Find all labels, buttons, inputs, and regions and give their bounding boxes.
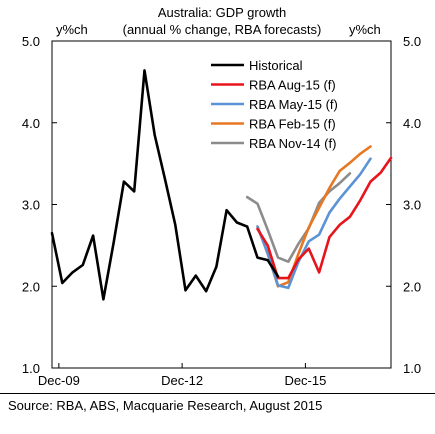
y-tick-label-right: 3.0: [403, 198, 421, 213]
y-tick-label-left: 3.0: [22, 198, 40, 213]
legend: Historical RBA Aug-15 (f) RBA May-15 (f) RB…: [211, 58, 338, 151]
y-tick-label-left: 5.0: [22, 34, 40, 49]
chart-subtitle: (annual % change, RBA forecasts): [123, 22, 322, 37]
y-tick-label-right: 1.0: [403, 361, 421, 376]
y-axis-label-left: y%ch: [56, 22, 88, 37]
series-line-0: [50, 69, 280, 301]
y-tick-label-left: 1.0: [22, 361, 40, 376]
gdp-growth-chart: Australia: GDP growth (annual % change, …: [22, 5, 421, 388]
x-tick-label: Dec-09: [38, 373, 80, 388]
series-line-4: [245, 172, 352, 264]
x-tick-label: Dec-12: [161, 373, 203, 388]
plot-frame: [51, 40, 392, 369]
y-tick-label-left: 4.0: [22, 116, 40, 131]
x-tick-label: Dec-15: [284, 373, 326, 388]
y-tick-label-right: 5.0: [403, 34, 421, 49]
y-tick-label-right: 2.0: [403, 279, 421, 294]
source-note: Source: RBA, ABS, Macquarie Research, Au…: [8, 398, 323, 413]
legend-label: RBA Nov-14 (f): [249, 136, 336, 151]
plot-series: [50, 69, 393, 301]
series-line-2: [256, 157, 372, 290]
source-divider: [0, 393, 435, 394]
legend-label: RBA May-15 (f): [249, 97, 338, 112]
y-axis-label-right: y%ch: [349, 22, 381, 37]
chart-title: Australia: GDP growth: [158, 5, 286, 20]
y-tick-label-left: 2.0: [22, 279, 40, 294]
legend-label: Historical: [249, 58, 303, 73]
legend-label: RBA Feb-15 (f): [249, 117, 336, 132]
series-line-1: [256, 156, 393, 280]
y-tick-label-right: 4.0: [403, 116, 421, 131]
legend-label: RBA Aug-15 (f): [249, 78, 336, 93]
